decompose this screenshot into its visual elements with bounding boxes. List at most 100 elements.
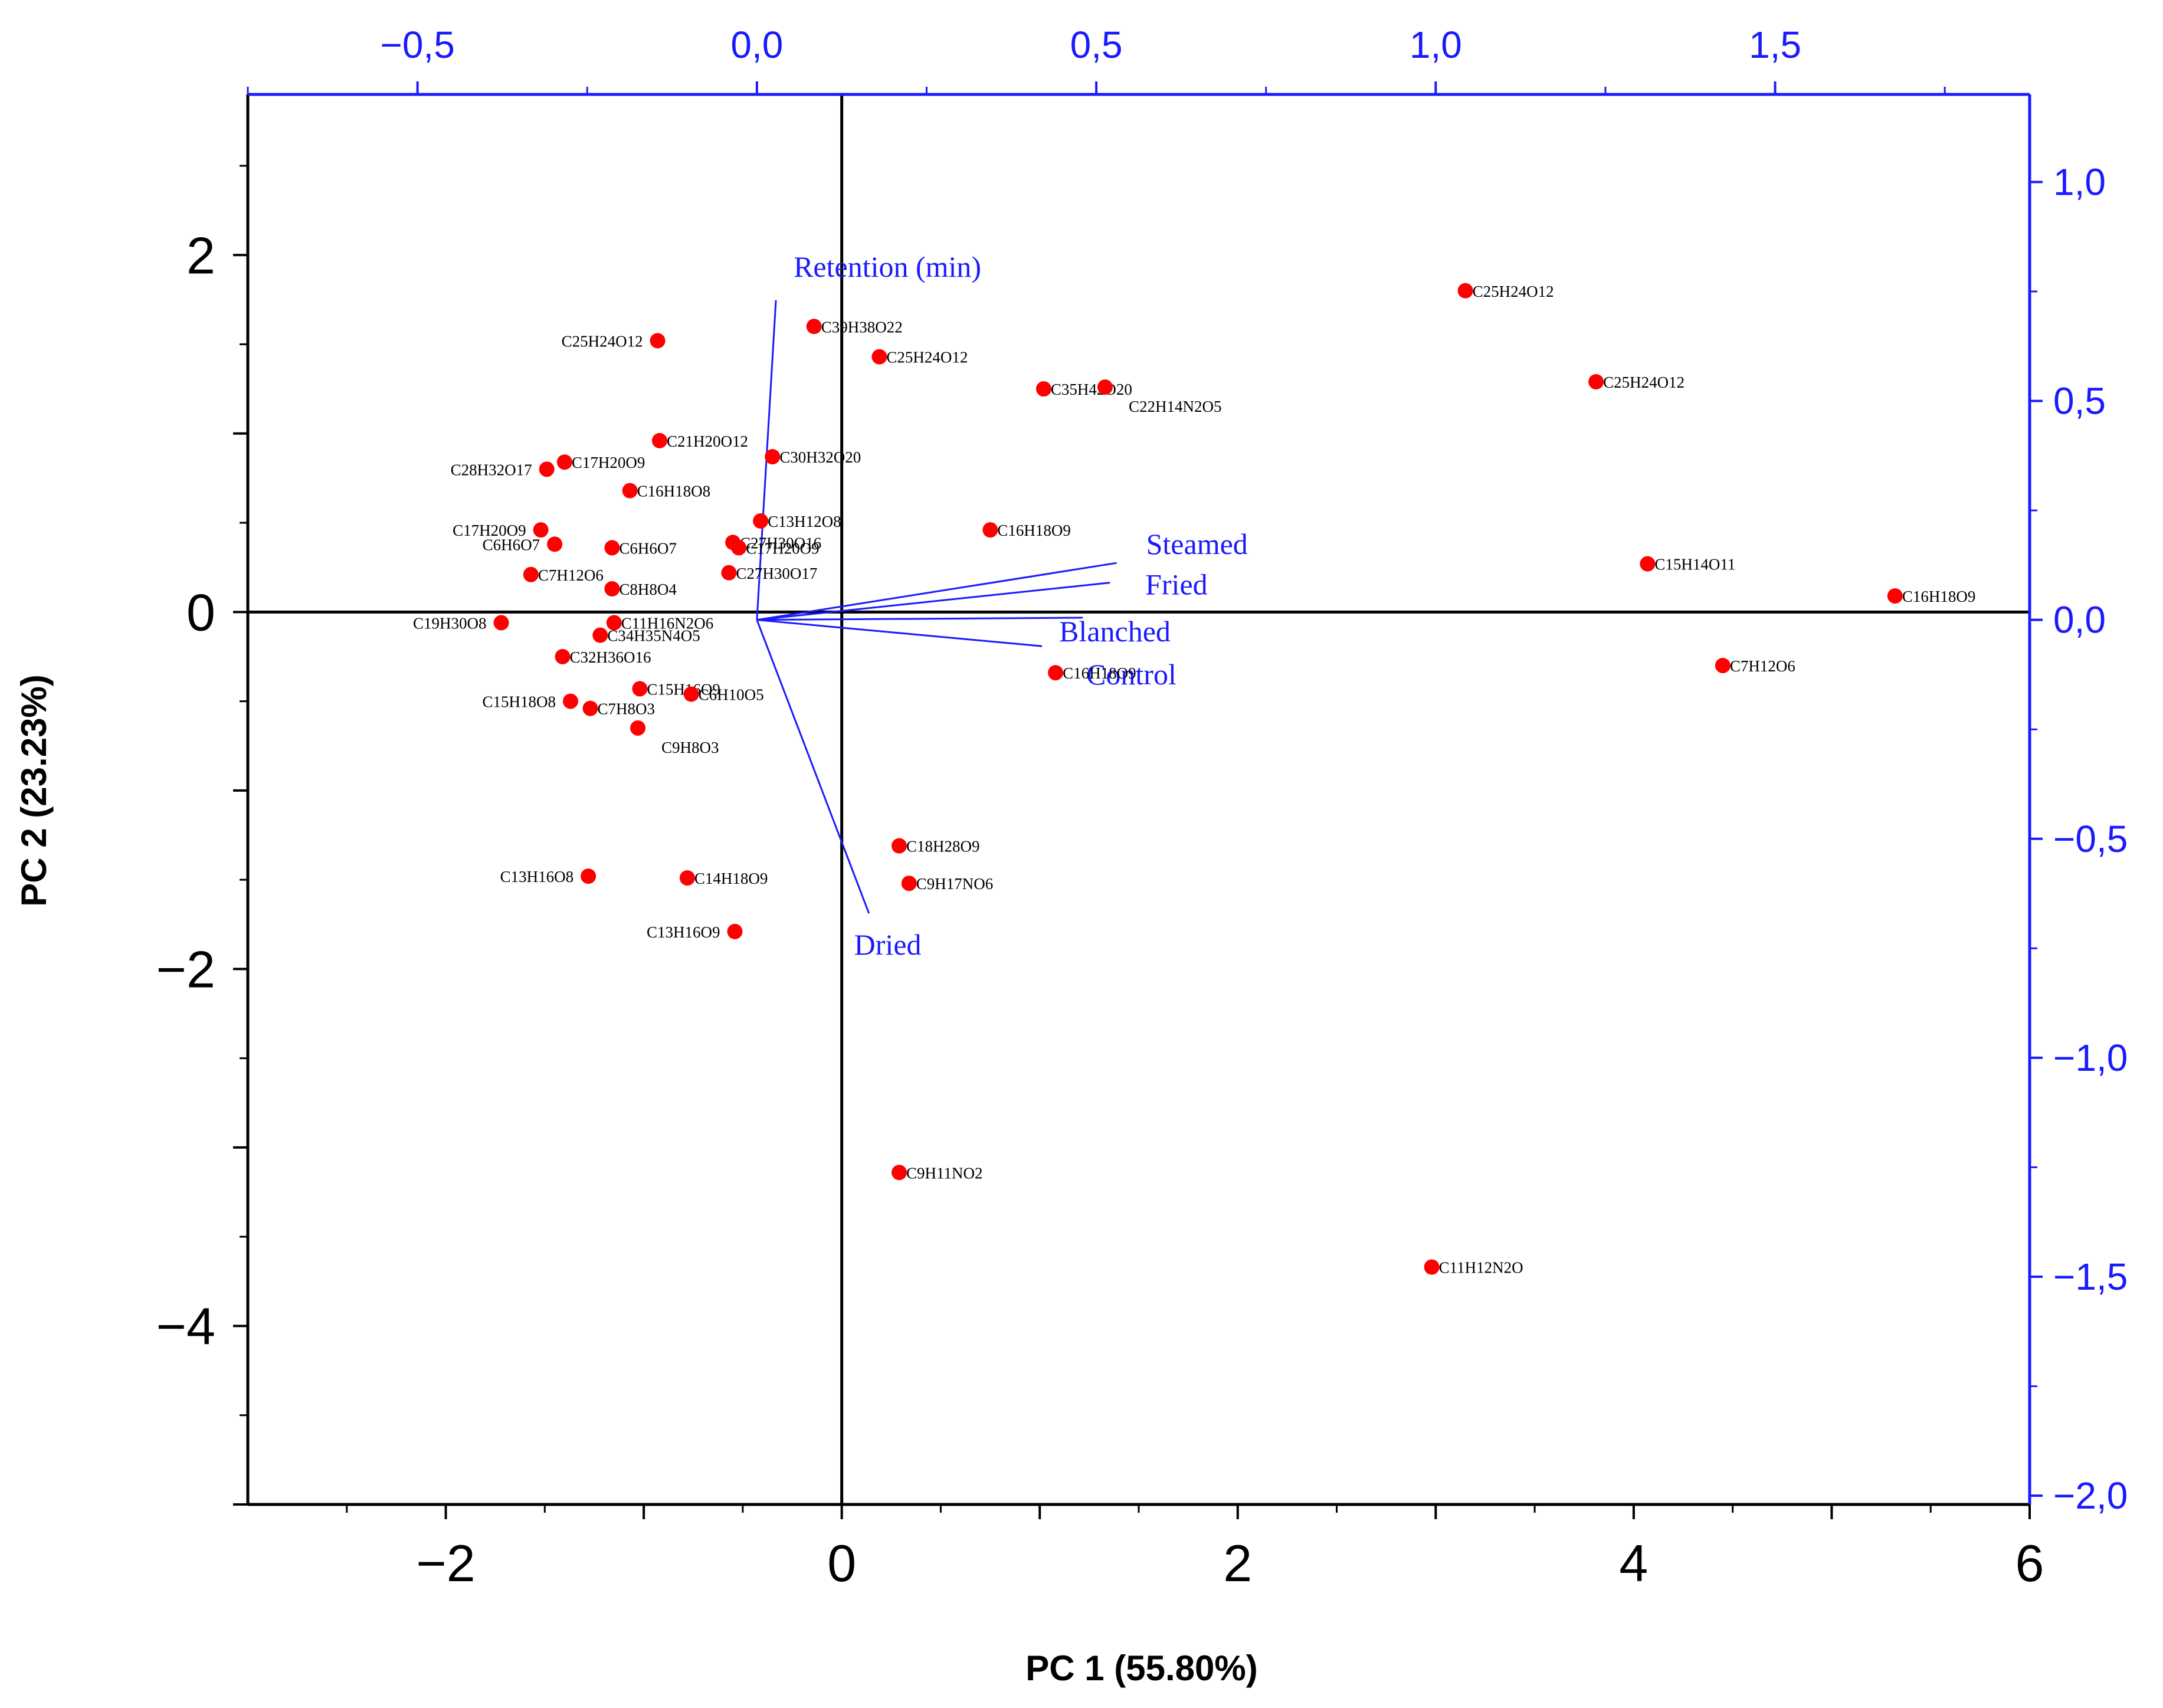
plot-frame [246, 93, 2031, 1506]
score-point [562, 693, 578, 709]
score-label: C39H38O22 [821, 318, 903, 336]
top-tick-label: 1,0 [1410, 24, 1462, 66]
top-tick-label: 1,5 [1749, 24, 1801, 66]
score-point [871, 349, 887, 365]
score-label: C32H36O16 [570, 648, 651, 666]
score-point [982, 522, 998, 538]
x-tick-label: 4 [1619, 1534, 1648, 1592]
loading-vector [756, 582, 1110, 621]
y-tick-label: 0 [186, 583, 215, 641]
score-label: C6H6O7 [619, 539, 677, 557]
score-label: C18H28O9 [906, 838, 980, 855]
x-tick-label: 2 [1223, 1534, 1252, 1592]
score-label: C25H24O12 [1473, 283, 1554, 300]
score-label: C27H30O16 [740, 534, 821, 552]
score-label: C9H17NO6 [916, 875, 994, 893]
right-tick-label: −2,0 [2053, 1474, 2128, 1517]
right-tick-label: 1,0 [2053, 160, 2106, 203]
score-point [1887, 588, 1903, 604]
score-point [606, 615, 622, 631]
x-tick-label: 0 [827, 1534, 856, 1592]
score-label: C13H16O8 [500, 868, 574, 886]
right-tick-label: −1,0 [2053, 1037, 2128, 1079]
score-point [1715, 658, 1731, 674]
score-label: C17H20O9 [746, 539, 820, 557]
loading-label: Retention (min) [794, 250, 981, 283]
y-tick-label: −4 [156, 1297, 215, 1355]
score-point [731, 540, 747, 556]
loading-label: Steamed [1146, 527, 1248, 560]
score-points: C25H24O12 C25H24O12 C39H38O22 C25H24O12 C25H… [413, 283, 1975, 1277]
score-point [592, 627, 608, 643]
score-label: C13H16O9 [647, 923, 720, 941]
score-point [1640, 556, 1656, 572]
score-label: C21H20O12 [667, 432, 748, 450]
y-tick-label: −2 [156, 940, 215, 998]
score-label: C7H12O6 [538, 566, 604, 584]
score-point [901, 876, 917, 891]
score-label: C7H12O6 [1730, 657, 1795, 675]
score-point [727, 923, 743, 939]
score-point [1035, 381, 1051, 397]
score-label: C25H24O12 [1603, 373, 1684, 391]
score-point [1588, 374, 1604, 390]
score-point [650, 333, 666, 349]
loading-vector [756, 619, 870, 914]
score-point [556, 454, 572, 470]
loading-vector [756, 617, 1083, 621]
score-point [533, 522, 549, 538]
score-point [679, 870, 695, 886]
loading-vector [756, 562, 1117, 621]
x-tick-label: −2 [416, 1534, 475, 1592]
top-tick-label: 0,5 [1070, 24, 1123, 66]
score-label: C35H42O20 [1051, 381, 1132, 398]
score-label: C6H10O5 [699, 686, 764, 704]
score-point [547, 536, 563, 552]
score-point [523, 566, 539, 582]
top-tick-label: 0,0 [730, 24, 783, 66]
score-label: C16H18O8 [637, 483, 711, 500]
right-tick-label: 0,0 [2053, 599, 2106, 641]
score-point [493, 615, 509, 631]
loading-vectors: Retention (min) Steamed Fried Blanched Contr… [756, 250, 1248, 961]
score-label: C25H24O12 [562, 332, 643, 350]
score-label: C19H30O8 [413, 614, 487, 632]
right-tick-label: 0,5 [2053, 380, 2106, 422]
score-label: C16H18O9 [1063, 664, 1136, 682]
x-tick-label: 6 [2015, 1534, 2044, 1592]
score-label: C17H20O9 [572, 454, 645, 471]
score-point [765, 449, 781, 465]
score-point [622, 483, 638, 499]
score-point [582, 700, 598, 716]
score-label: C15H16O9 [647, 680, 720, 698]
right-tick-label: −1,5 [2053, 1255, 2128, 1298]
loading-label: Control [1086, 658, 1176, 691]
score-label: C8H8O4 [619, 581, 677, 598]
score-label: C13H12O8 [768, 513, 841, 530]
score-point [581, 868, 597, 884]
score-point [604, 581, 620, 597]
score-label: C15H14O11 [1654, 556, 1735, 573]
score-label: C11H16N2O6 [621, 614, 714, 632]
score-label: C11H12N2O [1439, 1259, 1523, 1277]
score-label: C17H20O9 [453, 522, 526, 539]
score-point [806, 319, 822, 335]
score-point [604, 540, 620, 556]
loading-vector [756, 619, 1043, 647]
zero-lines [248, 94, 2030, 1504]
score-point [891, 838, 907, 854]
score-point [630, 720, 646, 736]
right-tick-label: −0,5 [2053, 818, 2128, 860]
score-label: C7H8O3 [598, 700, 656, 718]
axis-ticks: −2 0 2 4 6 2 0 −2 −4 −0,5 0,0 0,5 1,0 1,5 1,0 0,5 0,0 −0,… [156, 24, 2128, 1592]
top-tick-label: −0,5 [380, 24, 454, 66]
loading-label: Blanched [1059, 615, 1171, 648]
score-point [753, 513, 769, 529]
y-tick-label: 2 [186, 226, 215, 284]
score-label: C25H24O12 [886, 349, 968, 366]
x-axis-title: PC 1 (55.80%) [1025, 1648, 1258, 1688]
score-point [1048, 665, 1064, 681]
score-point [1457, 283, 1473, 299]
loading-label: Fried [1145, 568, 1208, 601]
